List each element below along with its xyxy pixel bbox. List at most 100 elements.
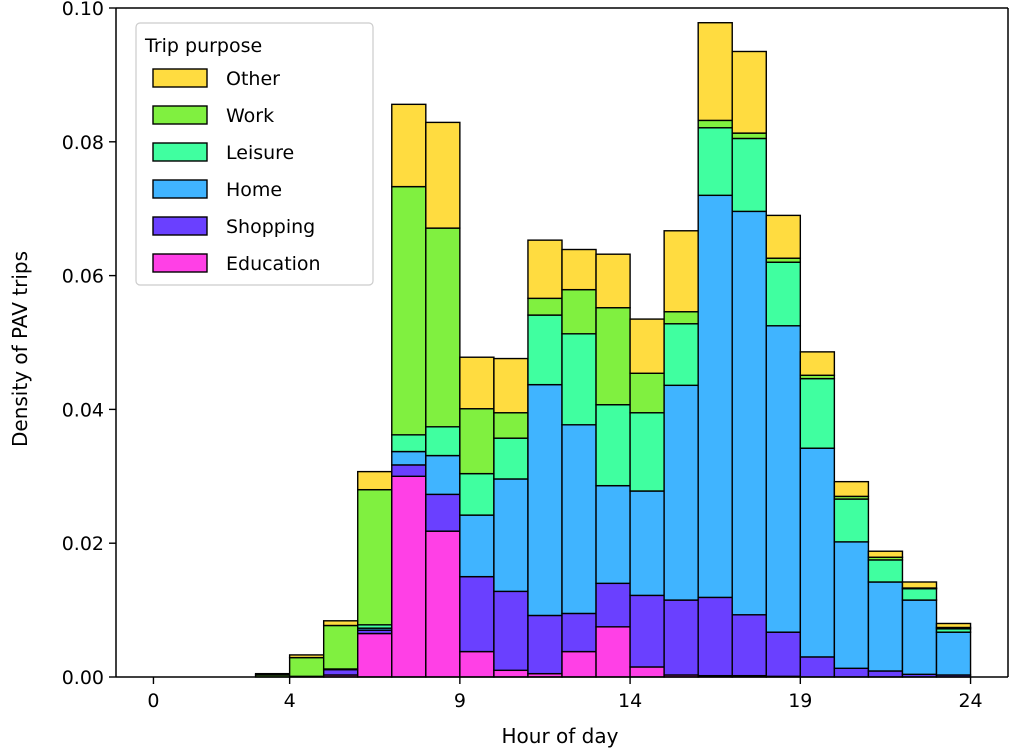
bar-other-7 — [391, 103, 427, 188]
bar-home-8 — [425, 454, 461, 496]
y-tick-label: 0.08 — [62, 132, 104, 154]
bar-leisure-8 — [425, 426, 461, 457]
bar-other-17 — [731, 50, 767, 134]
bar-education-9 — [459, 650, 495, 678]
bar-work-5 — [322, 624, 359, 670]
legend-label-home: Home — [226, 179, 282, 201]
bar-other-22 — [901, 581, 938, 589]
x-tick-label: 0 — [147, 690, 159, 712]
bar-work-11 — [527, 297, 563, 316]
bar-work-15 — [663, 311, 699, 325]
x-tick-label: 9 — [454, 690, 466, 712]
bar-work-6 — [357, 488, 393, 626]
bar-home-19 — [799, 447, 836, 658]
y-tick-label: 0.04 — [62, 399, 104, 421]
bar-shopping-12 — [561, 612, 597, 653]
x-tick-label: 19 — [788, 690, 812, 712]
bar-education-7 — [391, 475, 427, 678]
legend-swatch-home — [152, 179, 208, 199]
bar-other-20 — [833, 480, 870, 498]
bars-layer — [254, 22, 972, 678]
bar-home-21 — [867, 581, 904, 672]
bar-education-12 — [561, 650, 597, 678]
legend-items: Other Work Leisure Home Shopping Education — [152, 68, 321, 275]
bar-home-17 — [731, 210, 767, 616]
bar-leisure-16 — [697, 127, 733, 197]
bar-education-13 — [595, 626, 631, 678]
bar-work-7 — [391, 185, 427, 436]
legend-label-shopping: Shopping — [226, 216, 315, 238]
bar-home-14 — [629, 490, 665, 597]
bar-work-9 — [459, 408, 495, 475]
legend-swatch-shopping — [152, 216, 208, 236]
bar-shopping-17 — [731, 614, 767, 677]
bar-other-4 — [288, 654, 325, 659]
legend-label-other: Other — [226, 68, 280, 90]
bar-other-11 — [527, 239, 563, 300]
bar-other-13 — [595, 253, 631, 309]
y-axis-label: Density of PAV trips — [8, 251, 32, 447]
bar-leisure-17 — [731, 137, 767, 213]
bar-shopping-7 — [391, 464, 427, 478]
bar-other-9 — [459, 356, 495, 410]
legend-label-education: Education — [226, 253, 321, 275]
bar-other-23 — [935, 622, 972, 629]
bar-home-12 — [561, 424, 597, 615]
bar-other-12 — [561, 248, 597, 291]
bar-other-15 — [663, 230, 699, 313]
legend-label-work: Work — [226, 105, 274, 127]
bar-leisure-7 — [391, 434, 427, 453]
bar-leisure-21 — [867, 559, 904, 583]
legend-swatch-education — [152, 253, 208, 273]
bar-other-21 — [867, 550, 904, 558]
bar-home-13 — [595, 484, 631, 585]
bar-shopping-15 — [663, 599, 699, 676]
bar-other-14 — [629, 318, 665, 374]
bar-leisure-19 — [799, 377, 836, 449]
bar-shopping-5 — [322, 668, 359, 676]
bar-education-8 — [425, 530, 461, 678]
bar-work-13 — [595, 307, 631, 406]
y-tick-label: 0.06 — [62, 266, 104, 288]
y-tick-label: 0.00 — [62, 667, 104, 689]
bar-home-15 — [663, 384, 699, 601]
bar-shopping-8 — [425, 493, 461, 532]
bar-other-18 — [765, 214, 802, 259]
bar-leisure-15 — [663, 323, 699, 387]
bar-education-14 — [629, 666, 665, 678]
bar-other-5 — [322, 620, 359, 627]
bar-home-11 — [527, 383, 563, 617]
bar-leisure-22 — [901, 587, 938, 601]
bar-shopping-10 — [493, 590, 529, 672]
y-ticks: 0.00 0.02 0.04 0.06 0.08 0.10 — [62, 0, 116, 689]
bar-home-23 — [935, 631, 972, 676]
bar-home-9 — [459, 514, 495, 578]
bar-work-17 — [731, 132, 767, 140]
bar-other-8 — [425, 121, 461, 229]
bar-leisure-12 — [561, 333, 597, 426]
bar-other-16 — [697, 22, 733, 122]
bar-shopping-18 — [765, 631, 802, 678]
bar-home-16 — [697, 194, 733, 599]
bar-work-10 — [493, 412, 529, 439]
bar-other-10 — [493, 357, 529, 414]
legend-swatch-leisure — [152, 142, 208, 162]
bar-leisure-10 — [493, 437, 529, 480]
axes-layer — [115, 7, 1009, 678]
bar-home-7 — [391, 450, 427, 466]
bar-shopping-14 — [629, 594, 665, 668]
bar-education-6 — [357, 632, 393, 678]
bar-home-10 — [493, 478, 529, 593]
y-tick-label: 0.10 — [62, 0, 104, 20]
legend-label-leisure: Leisure — [226, 142, 294, 164]
bar-shopping-9 — [459, 575, 495, 653]
legend-swatch-other — [152, 68, 208, 88]
bar-education-10 — [493, 669, 529, 678]
legend-swatch-work — [152, 105, 208, 125]
bar-work-4 — [288, 656, 325, 678]
bar-home-22 — [901, 599, 938, 676]
bar-other-3 — [254, 672, 291, 676]
x-tick-label: 14 — [618, 690, 642, 712]
bar-leisure-9 — [459, 472, 495, 516]
